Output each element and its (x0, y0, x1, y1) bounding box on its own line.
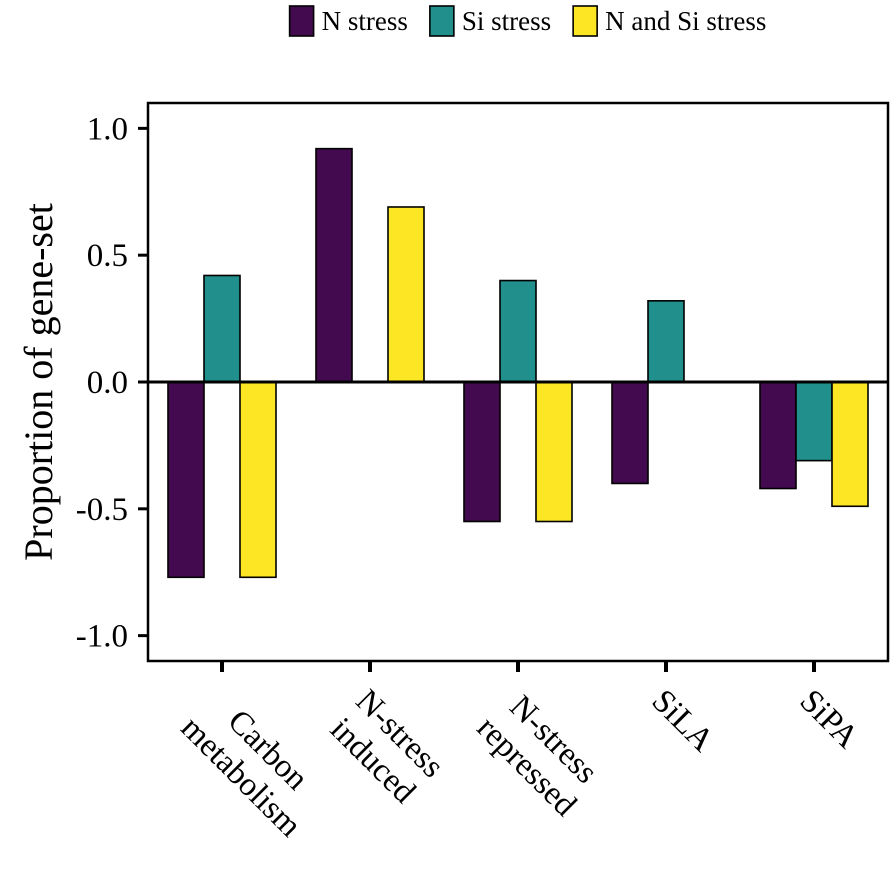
y-tick-label: 1.0 (87, 111, 128, 147)
legend-key-si-stress (429, 5, 455, 37)
bar-si-stress (795, 381, 833, 462)
y-tick-label: 0.5 (87, 238, 128, 274)
bar-n-stress (759, 381, 797, 490)
legend-label: N and Si stress (605, 6, 766, 36)
legend-key-n-stress (288, 5, 315, 37)
y-tick-label: 0.0 (87, 365, 128, 401)
bar-n-and-si-stress (831, 381, 869, 508)
x-tick-label-line: SiLA (645, 683, 721, 759)
bar-n-stress (315, 147, 353, 383)
legend: N stress Si stress N and Si stress (288, 5, 766, 37)
bar-n-and-si-stress (239, 381, 277, 579)
legend-label: N stress (322, 6, 408, 36)
bar-n-stress (611, 381, 649, 485)
bar-n-stress (463, 381, 501, 523)
bar-si-stress (203, 274, 241, 383)
legend-key-n-and-si-stress (572, 5, 598, 37)
y-tick-label: -1.0 (76, 619, 128, 655)
x-tick-label-line: SiPA (793, 683, 866, 756)
bar-n-and-si-stress (535, 381, 573, 523)
bar-si-stress (647, 300, 685, 383)
y-tick-label: -0.5 (76, 492, 128, 528)
bar-si-stress (499, 279, 537, 383)
bar-n-and-si-stress (387, 206, 425, 383)
x-tick-label: SiLA (645, 683, 721, 759)
x-tick-label: SiPA (793, 683, 866, 756)
y-axis-label: Proportion of gene-set (16, 203, 61, 561)
legend-label: Si stress (462, 6, 551, 36)
bar-n-stress (167, 381, 205, 579)
